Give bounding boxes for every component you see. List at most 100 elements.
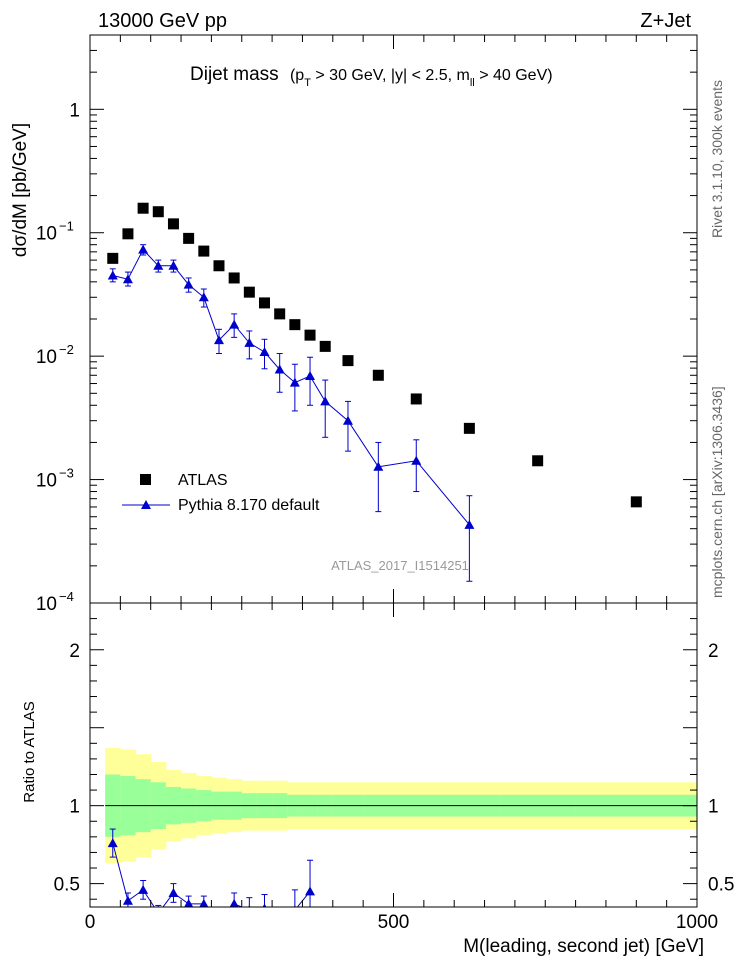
cut-end: > 40 GeV) bbox=[475, 67, 553, 84]
atlas-point bbox=[259, 297, 271, 309]
main-y-tick-label: 1 bbox=[69, 100, 80, 121]
atlas-point bbox=[289, 319, 301, 331]
plot-title: Dijet mass (pT > 30 GeV, |y| < 2.5, mll … bbox=[190, 64, 553, 89]
atlas-point bbox=[463, 422, 475, 434]
pythia-point bbox=[213, 335, 224, 345]
pythia-point bbox=[153, 260, 164, 270]
pythia-point bbox=[289, 377, 300, 387]
cut-m-sub: ll bbox=[470, 77, 475, 89]
main-y-tick-label: 10 bbox=[36, 347, 57, 368]
ratio-pythia-point bbox=[107, 838, 118, 848]
rivet-version-label: Rivet 3.1.10, 300k events bbox=[709, 80, 725, 238]
ratio-pythia-point bbox=[184, 898, 194, 907]
main-panel-axes: 110−110−210−310−4 bbox=[36, 34, 698, 615]
pythia-point bbox=[411, 455, 422, 465]
ratio-pythia-point bbox=[199, 898, 209, 907]
ratio-pythia-point bbox=[122, 895, 133, 905]
ratio-y-tick-label: 0.5 bbox=[54, 875, 80, 896]
main-frame bbox=[89, 34, 698, 604]
atlas-point bbox=[532, 455, 544, 467]
atlas-point bbox=[213, 260, 225, 272]
pythia-point bbox=[122, 274, 133, 284]
atlas-point bbox=[304, 329, 316, 341]
pythia-point bbox=[138, 244, 149, 254]
pythia-point bbox=[183, 279, 194, 289]
ratio-pythia-point bbox=[248, 905, 251, 907]
atlas-point bbox=[274, 308, 286, 320]
pythia-point bbox=[342, 415, 353, 425]
atlas-point bbox=[137, 202, 149, 214]
main-y-tick-label: 10 bbox=[36, 224, 57, 245]
atlas-point bbox=[630, 496, 642, 508]
mcplots-label: mcplots.cern.ch [arXiv:1306.3436] bbox=[709, 386, 725, 598]
pythia-point bbox=[244, 337, 255, 347]
pythia-point bbox=[305, 371, 316, 381]
pythia-point bbox=[373, 461, 384, 471]
plot-title-main: Dijet mass bbox=[190, 64, 279, 85]
pythia-point bbox=[259, 347, 270, 357]
main-clip-group bbox=[107, 202, 642, 582]
legend: ATLAS Pythia 8.170 default bbox=[122, 472, 320, 514]
ratio-y-tick-label-right: 2 bbox=[708, 641, 719, 662]
ratio-clip-group bbox=[107, 828, 316, 927]
pythia-point bbox=[274, 364, 285, 374]
cut-mid: > 30 GeV, |y| < 2.5, m bbox=[311, 67, 470, 84]
pythia-point bbox=[107, 270, 118, 280]
analysis-watermark: ATLAS_2017_I1514251 bbox=[331, 558, 469, 573]
ratio-pythia-point bbox=[138, 884, 149, 894]
ratio-pythia-point bbox=[262, 903, 267, 907]
energy-label: 13000 GeV pp bbox=[98, 10, 227, 32]
ratio-y-tick-label: 1 bbox=[69, 797, 80, 818]
pythia-point bbox=[320, 396, 331, 406]
main-panel-data bbox=[107, 202, 642, 582]
main-y-axis-label: dσ/dM [pb/GeV] bbox=[10, 123, 31, 257]
process-label: Z+Jet bbox=[640, 10, 691, 32]
ratio-panel-bands bbox=[105, 747, 698, 864]
ratio-pythia-point bbox=[229, 898, 239, 907]
ratio-pythia-point bbox=[153, 908, 163, 917]
main-y-tick-exponent: −2 bbox=[59, 342, 74, 357]
ratio-panel-axes: 0.5 0.5 1 1 2 2 0 500 1000 bbox=[54, 602, 734, 933]
pythia-point bbox=[198, 292, 209, 302]
ratio-frame bbox=[89, 602, 698, 908]
atlas-point bbox=[152, 206, 164, 218]
atlas-point bbox=[410, 393, 422, 405]
atlas-point bbox=[243, 286, 255, 298]
pythia-point bbox=[229, 319, 240, 329]
main-y-tick-exponent: −1 bbox=[59, 219, 74, 234]
atlas-point bbox=[122, 228, 134, 240]
main-y-tick-exponent: −4 bbox=[59, 589, 74, 604]
legend-pythia-marker bbox=[141, 500, 151, 509]
legend-pythia-label: Pythia 8.170 default bbox=[178, 497, 320, 514]
legend-atlas-label: ATLAS bbox=[178, 472, 228, 489]
ratio-pythia-point bbox=[168, 887, 179, 897]
ratio-y-axis-label: Ratio to ATLAS bbox=[21, 701, 38, 802]
ratio-y-tick-label: 2 bbox=[69, 641, 80, 662]
x-tick-label: 0 bbox=[85, 912, 96, 933]
ratio-y-tick-label-right: 1 bbox=[708, 797, 719, 818]
ratio-pythia-point bbox=[275, 916, 285, 925]
pythia-point bbox=[464, 519, 475, 529]
cut-p-open: (p bbox=[290, 67, 304, 84]
x-tick-label: 1000 bbox=[676, 912, 718, 933]
main-y-tick-label: 10 bbox=[36, 594, 57, 615]
pythia-point bbox=[168, 260, 179, 270]
atlas-point bbox=[319, 340, 331, 352]
main-y-tick-label: 10 bbox=[36, 471, 57, 492]
ratio-pythia-point bbox=[214, 918, 224, 927]
atlas-point bbox=[198, 245, 210, 257]
ratio-y-tick-label-right: 0.5 bbox=[708, 875, 734, 896]
atlas-point bbox=[183, 232, 195, 244]
atlas-point bbox=[167, 218, 179, 230]
x-axis-label: M(leading, second jet) [GeV] bbox=[463, 936, 704, 957]
atlas-point bbox=[342, 355, 354, 367]
main-y-tick-exponent: −3 bbox=[59, 466, 74, 481]
ratio-pythia-point bbox=[305, 886, 316, 896]
legend-atlas-marker bbox=[140, 474, 151, 485]
ratio-panel-data bbox=[107, 828, 316, 927]
atlas-point bbox=[372, 369, 384, 381]
atlas-point bbox=[228, 272, 240, 284]
atlas-point bbox=[107, 252, 119, 264]
cut-p-sub: T bbox=[304, 77, 311, 89]
